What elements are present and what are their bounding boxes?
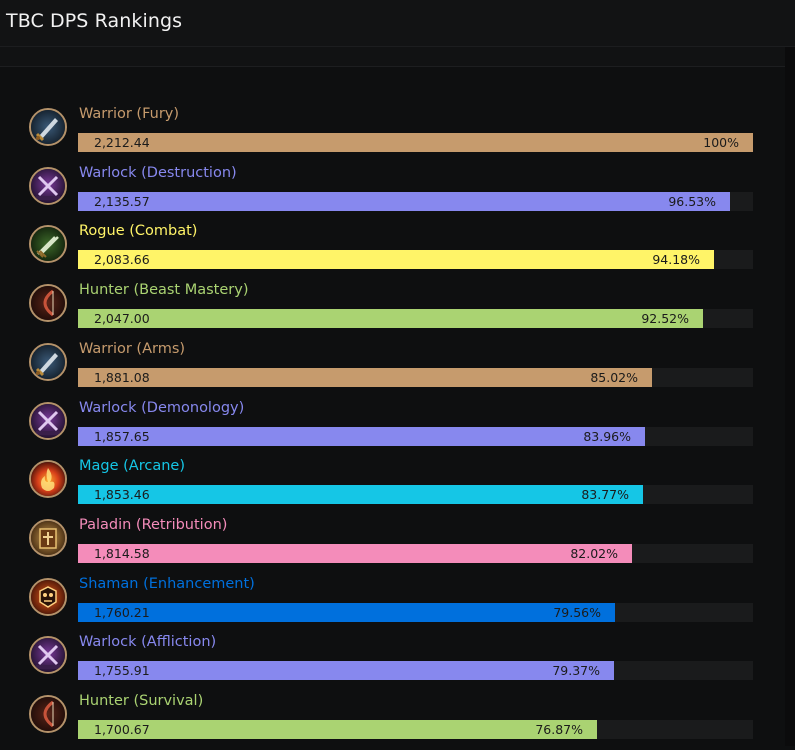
dps-bar-fill: 1,881.08 85.02% [78,368,652,387]
scrollbar-track[interactable] [785,47,795,746]
dps-value: 1,760.21 [94,605,150,620]
warlock-crossed-icon [29,636,67,674]
spec-label: Warlock (Destruction) [79,165,237,181]
dps-bar-fill: 2,135.57 96.53% [78,192,730,211]
dps-bar-track: 1,760.21 79.56% [78,603,753,622]
ranking-row[interactable]: Warlock (Affliction) 1,755.91 79.37% [0,633,785,691]
ranking-row[interactable]: Warrior (Fury) 2,212.44 100% [0,105,785,163]
dps-bar-track: 1,857.65 83.96% [78,427,753,446]
ranking-row[interactable]: Rogue (Combat) 2,083.66 94.18% [0,222,785,280]
dps-value: 1,853.46 [94,487,150,502]
dps-bar-fill: 1,755.91 79.37% [78,661,614,680]
spec-label: Hunter (Beast Mastery) [79,282,249,298]
dps-bar-fill: 1,700.67 76.87% [78,720,597,739]
shaman-totem-icon [29,578,67,616]
dps-bar-track: 2,083.66 94.18% [78,250,753,269]
dps-bar-fill: 1,857.65 83.96% [78,427,645,446]
dps-bar-fill: 1,760.21 79.56% [78,603,615,622]
dps-bar-fill: 2,212.44 100% [78,133,753,152]
dps-bar-fill: 2,083.66 94.18% [78,250,714,269]
dps-bar-track: 1,881.08 85.02% [78,368,753,387]
spec-label: Paladin (Retribution) [79,517,228,533]
spec-label: Warlock (Affliction) [79,634,217,650]
dps-percent: 100% [703,135,739,150]
ranking-row[interactable]: Warlock (Destruction) 2,135.57 96.53% [0,164,785,222]
ranking-row[interactable]: Hunter (Survival) 1,700.67 76.87% [0,692,785,750]
toolbar-strip [0,47,785,67]
warlock-crossed-icon [29,402,67,440]
dps-value: 1,814.58 [94,546,150,561]
spec-label: Rogue (Combat) [79,223,198,239]
warrior-sword-icon [29,108,67,146]
ranking-row[interactable]: Shaman (Enhancement) 1,760.21 79.56% [0,575,785,633]
dps-value: 2,047.00 [94,311,150,326]
dps-percent: 92.52% [641,311,689,326]
dps-value: 1,857.65 [94,429,150,444]
spec-label: Warrior (Arms) [79,341,186,357]
dps-bar-track: 1,755.91 79.37% [78,661,753,680]
warlock-crossed-icon [29,167,67,205]
dps-percent: 79.56% [553,605,601,620]
hunter-bow-icon [29,695,67,733]
spec-label: Mage (Arcane) [79,458,185,474]
paladin-tome-icon [29,519,67,557]
hunter-bow-icon [29,284,67,322]
ranking-row[interactable]: Paladin (Retribution) 1,814.58 82.02% [0,516,785,574]
page-title: TBC DPS Rankings [6,10,183,32]
dps-value: 2,212.44 [94,135,150,150]
dps-bar-fill: 1,814.58 82.02% [78,544,632,563]
ranking-row[interactable]: Warlock (Demonology) 1,857.65 83.96% [0,399,785,457]
ranking-row[interactable]: Mage (Arcane) 1,853.46 83.77% [0,457,785,515]
dps-bar-fill: 2,047.00 92.52% [78,309,703,328]
spec-label: Shaman (Enhancement) [79,576,255,592]
dps-value: 2,135.57 [94,194,150,209]
dps-value: 1,881.08 [94,370,150,385]
dps-bar-track: 2,047.00 92.52% [78,309,753,328]
dps-percent: 83.77% [581,487,629,502]
mage-fire-icon [29,460,67,498]
dps-bar-track: 2,135.57 96.53% [78,192,753,211]
dps-percent: 79.37% [552,663,600,678]
dps-bar-track: 1,853.46 83.77% [78,485,753,504]
warrior-sword-icon [29,343,67,381]
ranking-row[interactable]: Warrior (Arms) 1,881.08 85.02% [0,340,785,398]
dps-bar-track: 2,212.44 100% [78,133,753,152]
dps-bar-track: 1,814.58 82.02% [78,544,753,563]
ranking-row[interactable]: Hunter (Beast Mastery) 2,047.00 92.52% [0,281,785,339]
dps-percent: 96.53% [668,194,716,209]
dps-percent: 82.02% [570,546,618,561]
dps-percent: 85.02% [590,370,638,385]
dps-value: 1,700.67 [94,722,150,737]
dps-bar-fill: 1,853.46 83.77% [78,485,643,504]
dps-percent: 83.96% [583,429,631,444]
spec-label: Hunter (Survival) [79,693,204,709]
rogue-daggers-icon [29,225,67,263]
dps-percent: 94.18% [652,252,700,267]
dps-bar-track: 1,700.67 76.87% [78,720,753,739]
dps-value: 1,755.91 [94,663,150,678]
header-bar: TBC DPS Rankings [0,0,795,47]
dps-value: 2,083.66 [94,252,150,267]
spec-label: Warrior (Fury) [79,106,180,122]
spec-label: Warlock (Demonology) [79,400,245,416]
dps-percent: 76.87% [535,722,583,737]
